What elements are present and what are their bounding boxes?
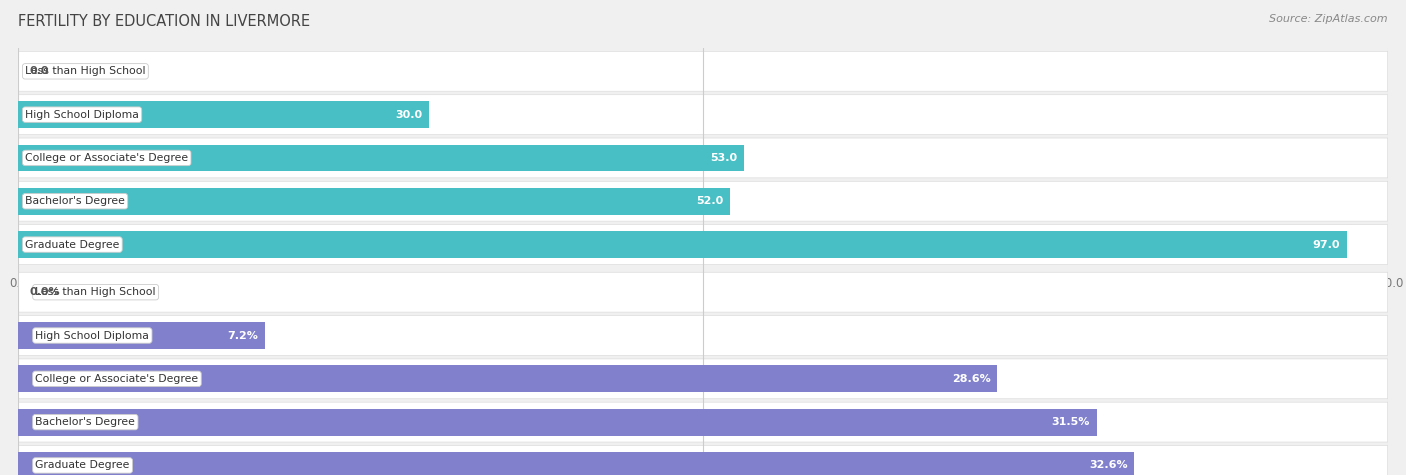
Text: 97.0: 97.0: [1312, 239, 1340, 249]
Bar: [18, 408, 1097, 436]
Bar: [18, 188, 730, 215]
Bar: [18, 144, 744, 171]
Text: 52.0: 52.0: [696, 196, 724, 206]
FancyBboxPatch shape: [18, 51, 1388, 91]
Text: 28.6%: 28.6%: [952, 374, 991, 384]
FancyBboxPatch shape: [18, 315, 1388, 355]
Text: 0.0%: 0.0%: [30, 287, 60, 297]
FancyBboxPatch shape: [18, 359, 1388, 399]
FancyBboxPatch shape: [18, 225, 1388, 265]
Text: 32.6%: 32.6%: [1088, 460, 1128, 470]
Text: Less than High School: Less than High School: [25, 66, 146, 76]
Bar: [18, 322, 264, 349]
Text: College or Associate's Degree: College or Associate's Degree: [35, 374, 198, 384]
Text: College or Associate's Degree: College or Associate's Degree: [25, 153, 188, 163]
Text: High School Diploma: High School Diploma: [25, 110, 139, 120]
Text: Source: ZipAtlas.com: Source: ZipAtlas.com: [1270, 14, 1388, 24]
Text: 0.0: 0.0: [30, 66, 49, 76]
Text: Bachelor's Degree: Bachelor's Degree: [35, 417, 135, 427]
Text: Graduate Degree: Graduate Degree: [35, 460, 129, 470]
FancyBboxPatch shape: [18, 95, 1388, 134]
Text: 30.0: 30.0: [395, 110, 422, 120]
Bar: [18, 452, 1135, 475]
Bar: [18, 101, 429, 128]
FancyBboxPatch shape: [18, 446, 1388, 475]
FancyBboxPatch shape: [18, 181, 1388, 221]
FancyBboxPatch shape: [18, 138, 1388, 178]
Text: Less than High School: Less than High School: [35, 287, 156, 297]
FancyBboxPatch shape: [18, 272, 1388, 312]
Bar: [18, 365, 997, 392]
Text: 53.0: 53.0: [710, 153, 737, 163]
Text: 7.2%: 7.2%: [226, 331, 257, 341]
FancyBboxPatch shape: [18, 402, 1388, 442]
Bar: [18, 231, 1347, 258]
Text: 31.5%: 31.5%: [1052, 417, 1090, 427]
Text: Bachelor's Degree: Bachelor's Degree: [25, 196, 125, 206]
Text: FERTILITY BY EDUCATION IN LIVERMORE: FERTILITY BY EDUCATION IN LIVERMORE: [18, 14, 311, 29]
Text: Graduate Degree: Graduate Degree: [25, 239, 120, 249]
Text: High School Diploma: High School Diploma: [35, 331, 149, 341]
